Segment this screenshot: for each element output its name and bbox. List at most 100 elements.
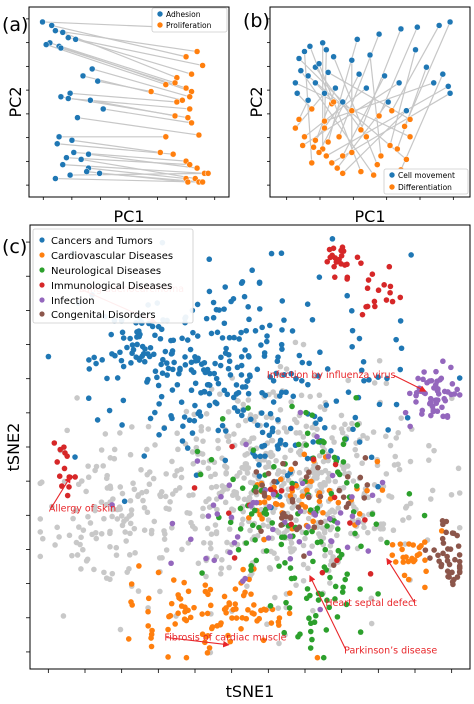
tsne-point-unlabeled [402, 541, 408, 547]
tsne-point-congenital-disorders [443, 529, 449, 536]
tsne-point-unlabeled [126, 566, 132, 572]
tsne-point-unlabeled [361, 524, 367, 531]
tsne-point-cardiovascular-diseases [204, 650, 211, 656]
tsne-point-cardiovascular-diseases [261, 499, 268, 505]
tsne-point-infection [214, 511, 221, 517]
data-point-differentiation [321, 117, 328, 125]
tsne-point-cancers-and-tumors [242, 347, 248, 353]
data-point-cell-movement [293, 90, 301, 97]
tsne-point-immunological-diseases [362, 517, 368, 523]
tsne-point-cancers-and-tumors [279, 346, 285, 352]
data-point-differentiation [323, 152, 330, 160]
tsne-point-infection [379, 479, 386, 486]
pair-link-line [55, 30, 198, 53]
tsne-point-unlabeled [402, 505, 409, 511]
tsne-point-cancers-and-tumors [189, 430, 196, 436]
tsne-point-unlabeled [119, 490, 126, 497]
tsne-point-unlabeled [370, 429, 377, 435]
legend-label-neurological: Neurological Diseases [51, 266, 161, 277]
tsne-point-neurological-diseases [343, 601, 350, 608]
tsne-point-cardiovascular-diseases [206, 645, 213, 651]
tsne-point-neurological-diseases [269, 520, 276, 526]
tsne-point-unlabeled [270, 509, 276, 515]
tsne-point-cancers-and-tumors [200, 367, 207, 373]
tsne-point-unlabeled [207, 540, 214, 547]
tsne-point-cancers-and-tumors [186, 417, 193, 424]
data-point-proliferation [162, 81, 170, 88]
tsne-point-cancers-and-tumors [85, 395, 92, 402]
tsne-point-unlabeled [293, 517, 299, 524]
tsne-point-neurological-diseases [322, 546, 329, 553]
legend-marker-neurological [39, 267, 45, 273]
tsne-point-cancers-and-tumors [304, 301, 311, 307]
tsne-point-cancers-and-tumors [356, 439, 363, 445]
tsne-point-cancers-and-tumors [152, 368, 159, 375]
data-point-differentiation [386, 142, 394, 149]
tsne-point-unlabeled [54, 524, 60, 531]
tsne-point-immunological-diseases [278, 488, 285, 494]
tsne-point-unlabeled [246, 494, 253, 501]
tsne-point-cardiovascular-diseases [248, 591, 254, 597]
tsne-point-congenital-disorders [278, 515, 285, 521]
tsne-point-infection [334, 520, 341, 526]
data-point-cell-movement [375, 30, 383, 38]
tsne-point-cancers-and-tumors [210, 299, 217, 306]
tsne-point-neurological-diseases [248, 511, 255, 517]
data-point-adhesion [59, 29, 67, 36]
tsne-point-immunological-diseases [359, 311, 366, 318]
tsne-point-cancers-and-tumors [187, 346, 194, 353]
tsne-point-unlabeled [127, 451, 134, 458]
tsne-point-congenital-disorders [261, 493, 268, 499]
data-point-proliferation [199, 62, 206, 69]
tsne-point-unlabeled [317, 404, 324, 410]
tsne-point-cancers-and-tumors [188, 387, 195, 394]
tsne-point-cardiovascular-diseases [191, 604, 197, 611]
data-point-cell-movement [412, 46, 419, 54]
tsne-point-unlabeled [38, 479, 45, 486]
data-point-differentiation [330, 98, 337, 106]
tsne-point-infection [211, 557, 218, 564]
tsne-point-neurological-diseases [252, 484, 259, 491]
tsne-point-infection [305, 523, 311, 530]
tsne-point-unlabeled [247, 479, 254, 486]
tsne-point-neurological-diseases [227, 519, 234, 526]
tsne-point-congenital-disorders [444, 558, 451, 564]
tsne-point-unlabeled [282, 454, 288, 461]
tsne-point-infection [329, 472, 336, 479]
legend-label-cell-movement: Cell movement [398, 171, 455, 180]
tsne-point-neurological-diseases [352, 530, 358, 537]
tsne-point-congenital-disorders [440, 521, 446, 528]
tsne-point-neurological-diseases [323, 627, 330, 633]
tsne-point-congenital-disorders [445, 573, 451, 580]
tsne-point-cancers-and-tumors [299, 359, 306, 366]
tsne-point-infection [430, 407, 437, 413]
tsne-point-unlabeled [345, 377, 351, 384]
tsne-point-unlabeled [199, 451, 206, 457]
tsne-point-unlabeled [231, 431, 237, 437]
tsne-point-cardiovascular-diseases [229, 615, 235, 621]
tsne-point-cardiovascular-diseases [208, 625, 215, 632]
tsne-point-immunological-diseases [229, 443, 235, 450]
tsne-point-unlabeled [205, 465, 212, 472]
tsne-point-unlabeled [199, 513, 206, 520]
data-point-differentiation [363, 133, 370, 141]
panel-a-label: (a) [2, 14, 28, 36]
data-point-adhesion [79, 72, 87, 80]
tsne-point-cancers-and-tumors [156, 401, 162, 407]
tsne-point-congenital-disorders [330, 562, 337, 568]
tsne-point-cancers-and-tumors [211, 370, 218, 377]
tsne-point-immunological-diseases [344, 276, 350, 282]
tsne-point-unlabeled [111, 446, 118, 453]
annotation-arrow [386, 557, 416, 604]
data-point-proliferation [173, 98, 181, 106]
tsne-point-unlabeled [302, 535, 308, 542]
data-point-cell-movement [306, 43, 314, 50]
tsne-point-cancers-and-tumors [219, 335, 226, 341]
tsne-point-cardiovascular-diseases [202, 582, 209, 588]
tsne-point-cardiovascular-diseases [320, 509, 326, 516]
tsne-point-unlabeled [76, 524, 82, 530]
tsne-point-infection [421, 369, 427, 375]
data-point-adhesion [57, 44, 65, 52]
tsne-point-unlabeled [130, 480, 136, 487]
tsne-point-cancers-and-tumors [149, 323, 156, 330]
